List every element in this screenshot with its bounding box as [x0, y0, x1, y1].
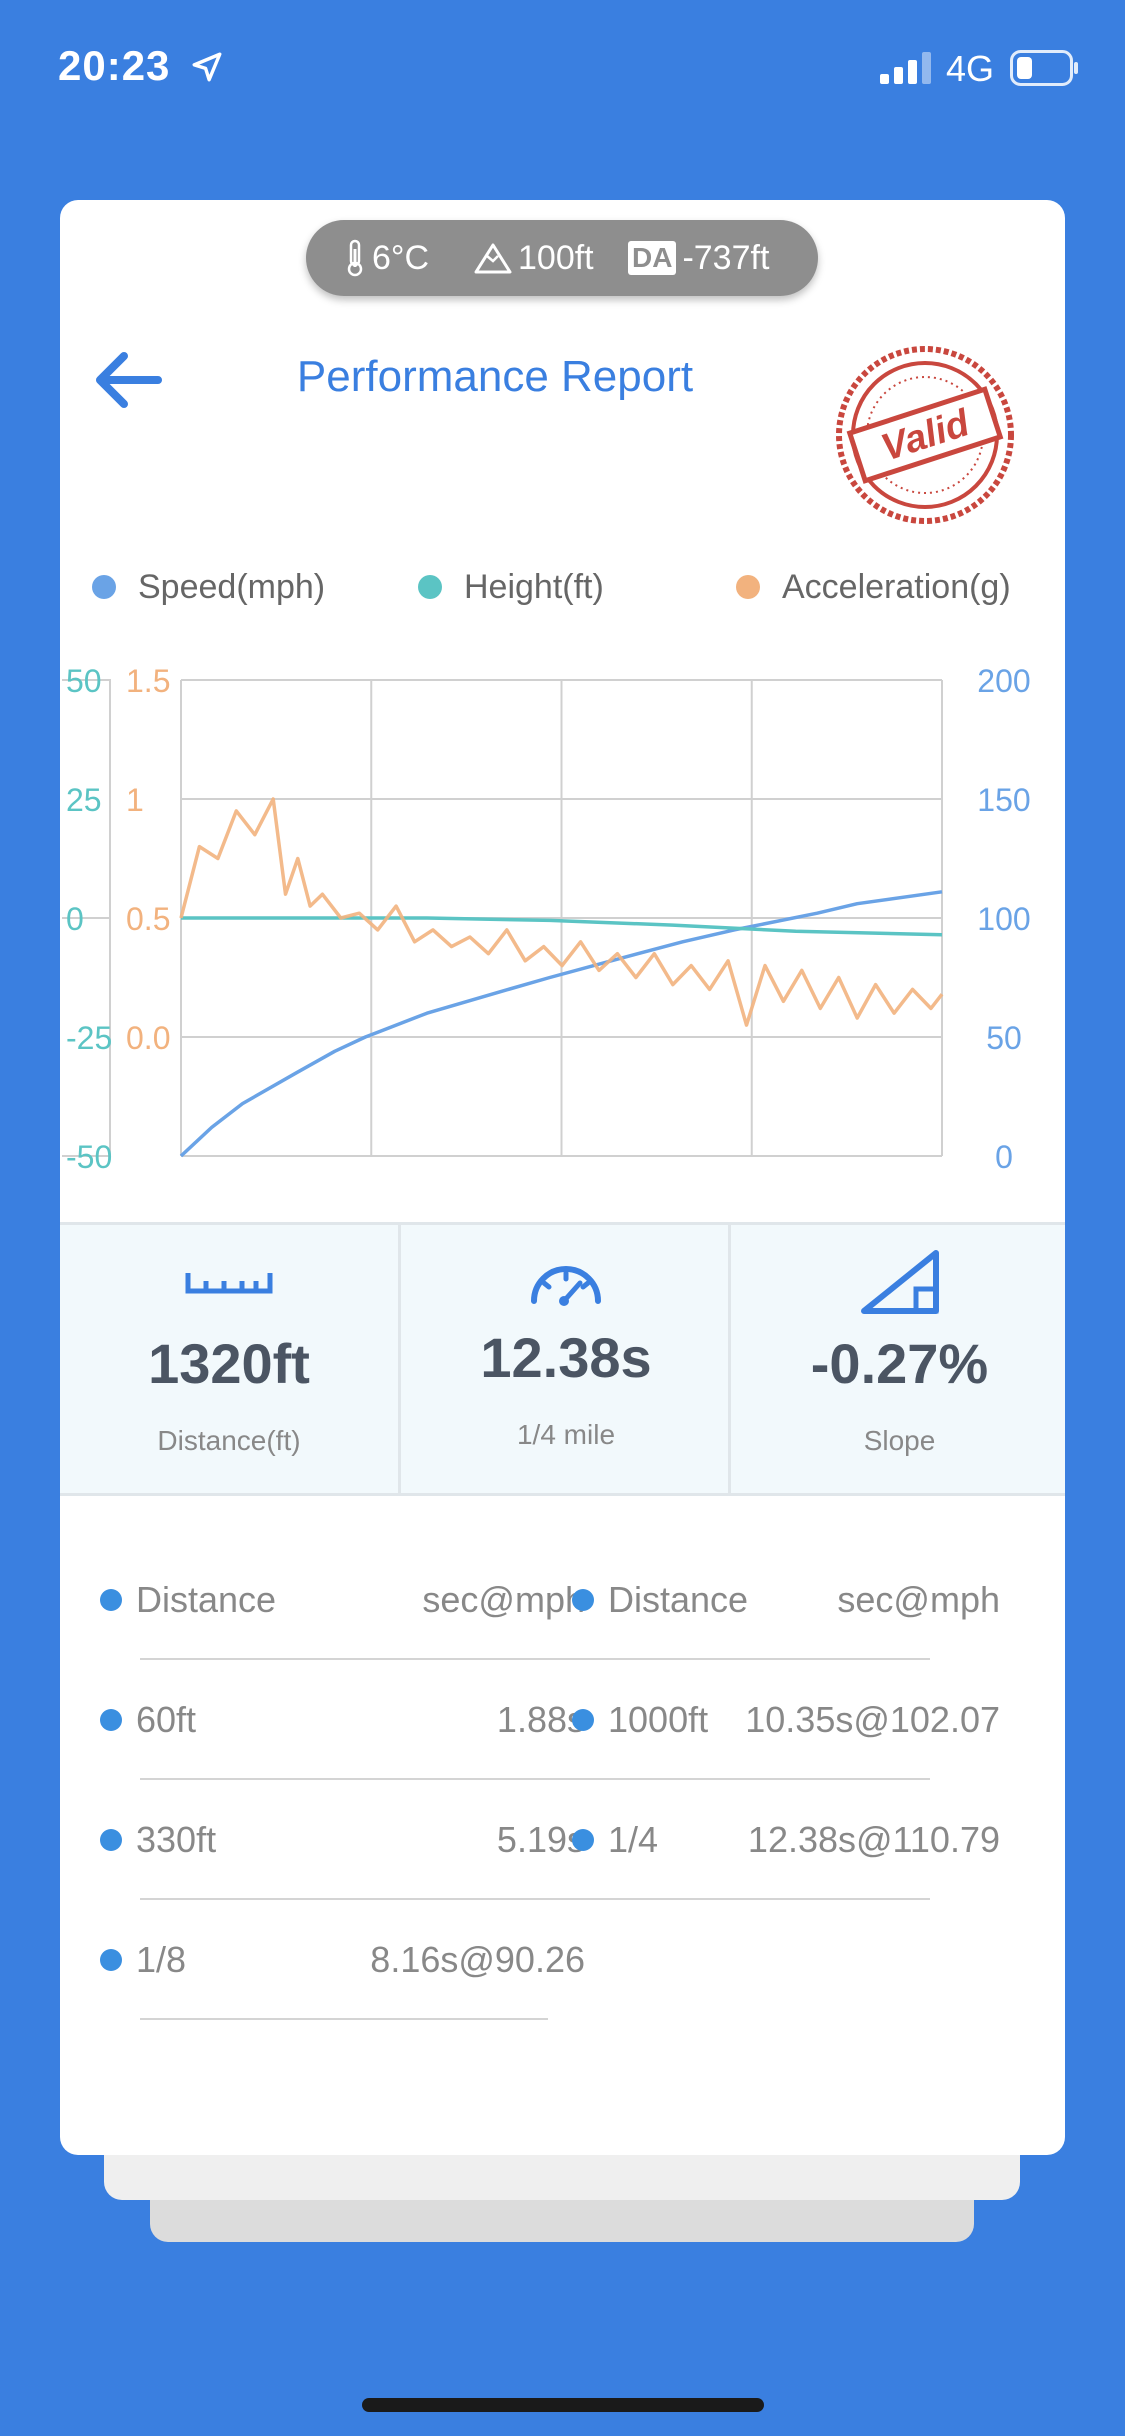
row-divider [140, 1778, 930, 1780]
header-value: sec@mph [422, 1579, 585, 1620]
splits-header-left: Distance [100, 1570, 276, 1630]
height-tick-label: -50 [66, 1139, 112, 1175]
legend-label: Height(ft) [464, 567, 604, 606]
split-right: 1000ft [572, 1690, 708, 1750]
density-altitude-badge: DA [628, 241, 677, 275]
altitude-value: 100ft [518, 238, 594, 277]
mountain-icon [474, 243, 512, 274]
legend-dot [92, 575, 116, 599]
density-altitude-value: -737ft [682, 238, 770, 277]
split-value: 8.16s@90.26 [370, 1939, 585, 1980]
acceleration-tick-label: 1.5 [126, 663, 170, 699]
stat-distance: 1320ft Distance(ft) [60, 1225, 398, 1493]
table-row: 1/8 8.16s@90.26 [60, 1930, 1065, 2050]
split-value: 12.38s@110.79 [747, 1819, 1000, 1860]
slope-icon [860, 1250, 939, 1314]
acceleration-tick-label: 0.0 [126, 1020, 170, 1056]
row-divider [140, 1898, 930, 1900]
height-tick-label: 50 [66, 663, 102, 699]
legend-height: Height(ft) [418, 562, 604, 612]
performance-chart: 50 25 0 -25 -50 1.5 1 0.5 0.0 200 150 100 50 0 [62, 663, 1031, 1175]
split-value: 1.88s [496, 1699, 585, 1740]
header-value: sec@mph [837, 1579, 1000, 1620]
bullet-dot [100, 1589, 122, 1611]
split-label: 1000ft [608, 1699, 709, 1740]
split-label: 1/8 [136, 1939, 187, 1980]
split-label: 1/4 [608, 1819, 659, 1860]
cellular-signal-icon [880, 52, 931, 84]
stat-label: Slope [863, 1425, 936, 1456]
status-time: 20:23 [58, 42, 171, 89]
height-series-line [181, 916, 943, 937]
acceleration-tick-label: 1 [126, 782, 144, 818]
stat-slope: -0.27% Slope [728, 1225, 1065, 1493]
legend-label: Speed(mph) [138, 567, 326, 606]
split-left: 1/8 [100, 1930, 186, 1990]
acceleration-tick-label: 0.5 [126, 901, 170, 937]
split-value: 5.19s [496, 1819, 585, 1860]
bullet-dot [100, 1829, 122, 1851]
split-value: 10.35s@102.07 [745, 1699, 1000, 1740]
split-left: 60ft [100, 1690, 196, 1750]
bullet-dot [100, 1709, 122, 1731]
report-card: 6°C 100ft DA -737ft Performance Report V… [60, 200, 1065, 2155]
stat-value: -0.27% [810, 1332, 989, 1395]
page-title: Performance Report [296, 352, 694, 401]
height-tick-label: 25 [66, 782, 102, 818]
header-label: Distance [608, 1579, 749, 1620]
speed-tick-label: 0 [995, 1139, 1013, 1175]
row-divider [140, 1658, 930, 1660]
bullet-dot [100, 1949, 122, 1971]
stat-value: 12.38s [480, 1326, 652, 1389]
battery-icon [1010, 50, 1078, 86]
bullet-dot [572, 1709, 594, 1731]
stat-value: 1320ft [148, 1332, 310, 1395]
home-indicator [362, 2398, 764, 2412]
row-divider [140, 2018, 548, 2020]
legend-label: Acceleration(g) [782, 567, 1011, 606]
acceleration-series-line [179, 797, 944, 1027]
legend-dot [736, 575, 760, 599]
table-row: 60ft 1.88s 1000ft 10.35s@102.07 [60, 1690, 1065, 1810]
density-altitude-item: DA -737ft [628, 238, 769, 278]
status-bar: 20:23 4G [0, 0, 1125, 140]
speed-series-line [179, 890, 943, 1158]
speed-tick-label: 200 [977, 663, 1030, 699]
weather-pill: 6°C 100ft DA -737ft [306, 220, 818, 296]
table-row: 330ft 5.19s 1/4 12.38s@110.79 [60, 1810, 1065, 1930]
bullet-dot [572, 1589, 594, 1611]
split-right: 1/4 [572, 1810, 658, 1870]
splits-header-right: Distance [572, 1570, 748, 1630]
location-arrow-icon [192, 52, 222, 82]
speed-tick-label: 50 [986, 1020, 1022, 1056]
speedometer-icon [531, 1266, 601, 1306]
speed-tick-label: 100 [977, 901, 1030, 937]
temperature-item: 6°C [344, 238, 429, 278]
split-label: 330ft [136, 1819, 217, 1860]
stat-quarter-mile: 12.38s 1/4 mile [398, 1225, 731, 1493]
legend-dot [418, 575, 442, 599]
legend-acceleration: Acceleration(g) [736, 562, 1011, 612]
valid-stamp-icon: Valid [836, 346, 1014, 524]
legend-speed: Speed(mph) [92, 562, 325, 612]
altitude-item: 100ft [474, 238, 594, 278]
temperature-value: 6°C [372, 238, 430, 277]
stat-label: 1/4 mile [516, 1419, 616, 1450]
ruler-icon [185, 1273, 273, 1294]
height-tick-label: -25 [66, 1020, 112, 1056]
back-arrow-button[interactable] [88, 340, 168, 420]
split-label: 60ft [136, 1699, 197, 1740]
thermometer-icon [347, 239, 363, 277]
height-tick-label: 0 [66, 901, 84, 937]
split-left: 330ft [100, 1810, 216, 1870]
stat-label: Distance(ft) [157, 1425, 301, 1456]
bullet-dot [572, 1829, 594, 1851]
network-type: 4G [946, 48, 995, 89]
splits-header-row: Distance sec@mph Distance sec@mph [60, 1570, 1065, 1690]
stats-panel: 1320ft Distance(ft) 12.38s 1/4 mile -0.2… [60, 1222, 1065, 1496]
header-label: Distance [136, 1579, 277, 1620]
speed-tick-label: 150 [977, 782, 1030, 818]
